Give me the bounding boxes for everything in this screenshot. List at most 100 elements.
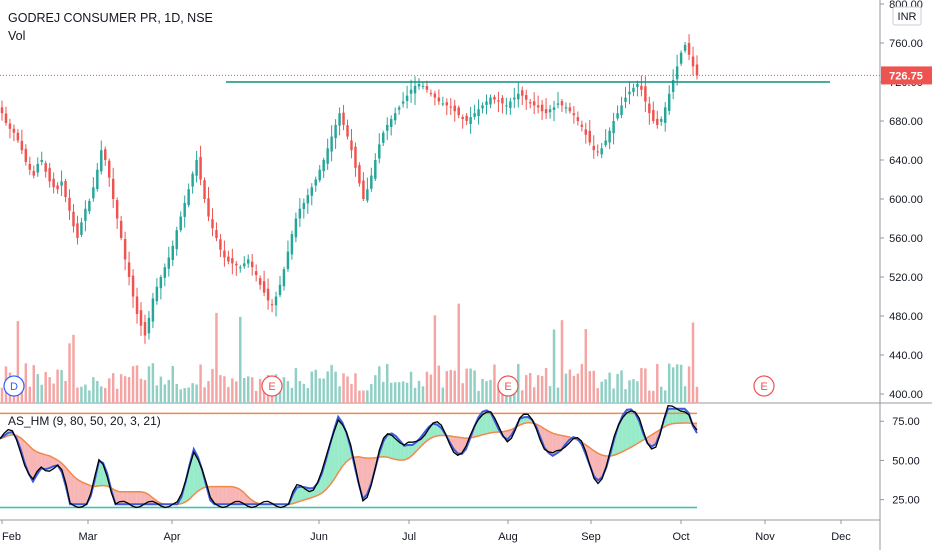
volume-bar xyxy=(513,388,516,403)
candle-body xyxy=(401,101,405,104)
volume-bar xyxy=(358,390,361,403)
candle-body xyxy=(604,140,607,146)
oscillator-axis[interactable]: 25.00 50.00 75.00 xyxy=(880,416,920,507)
candle-body xyxy=(278,284,282,296)
event-marker-circle xyxy=(497,375,519,397)
currency-badge[interactable]: INR xyxy=(892,6,922,26)
candle-body xyxy=(76,223,79,238)
candle-body xyxy=(687,42,691,55)
volume-bar xyxy=(695,386,699,403)
volume-bar xyxy=(465,368,468,403)
volume-bar xyxy=(493,364,496,403)
candle-body xyxy=(294,218,298,238)
candle-body xyxy=(231,258,234,264)
volume-bar xyxy=(32,365,36,403)
volume-bar xyxy=(302,383,306,403)
time-axis[interactable]: Feb Mar Apr Jun Jul Aug Sep Oct Nov Dec xyxy=(0,519,880,543)
price-tick-label: 520.00 xyxy=(889,272,923,284)
volume-bar xyxy=(262,390,266,403)
volume-bar xyxy=(64,380,67,403)
bearish-fill xyxy=(593,450,599,481)
bearish-fill xyxy=(548,431,553,456)
candle-body xyxy=(64,181,67,198)
volume-bar xyxy=(322,378,325,403)
candle-body xyxy=(286,251,290,269)
volume-bar xyxy=(620,370,623,403)
candle-body xyxy=(135,296,139,315)
volume-bar xyxy=(131,366,135,403)
candle-body xyxy=(691,56,695,67)
bearish-fill xyxy=(222,486,227,505)
candle-body xyxy=(576,117,580,121)
volume-bar xyxy=(191,383,194,403)
event-marker[interactable]: E xyxy=(261,375,283,397)
volume-bar xyxy=(111,373,115,403)
volume-bar xyxy=(338,386,341,403)
volume-bar xyxy=(524,375,528,403)
candle-body xyxy=(326,148,329,164)
price-axis[interactable]: 400.00 440.00 480.00 520.00 560.00 600.00 640.… xyxy=(879,0,932,550)
bearish-fill xyxy=(24,441,29,475)
bullish-fill xyxy=(482,410,487,435)
volume-bar xyxy=(417,380,421,403)
event-marker[interactable]: E xyxy=(753,375,775,397)
volume-bar xyxy=(663,390,667,403)
time-tick-label: Feb xyxy=(2,531,21,543)
symbol-title: GODREJ CONSUMER PR, 1D, NSE xyxy=(8,11,213,25)
volume-bar xyxy=(28,386,32,403)
candle-body xyxy=(104,149,107,160)
candle-body xyxy=(389,119,393,128)
volume-bar xyxy=(660,386,663,403)
time-tick-label: Aug xyxy=(498,531,518,543)
time-tick-label: Mar xyxy=(79,531,98,543)
time-tick-label: Apr xyxy=(163,531,180,543)
candle-body xyxy=(40,160,43,162)
time-tick-label: Nov xyxy=(755,531,775,543)
bearish-fill xyxy=(544,428,549,453)
volume-bar xyxy=(139,378,143,403)
volume-bar xyxy=(235,381,238,403)
volume-bar xyxy=(219,375,222,403)
volume-bar xyxy=(334,371,337,403)
price-tick-label: 680.00 xyxy=(889,116,923,128)
bearish-fill xyxy=(503,430,508,440)
volume-bar xyxy=(56,369,59,403)
volume-bar xyxy=(294,368,298,403)
candle-body xyxy=(524,95,528,100)
volume-bar xyxy=(584,329,588,403)
volume-bar xyxy=(104,387,107,403)
candle-body xyxy=(485,101,488,105)
candle-body xyxy=(695,64,699,76)
volume-bar xyxy=(199,364,202,403)
volume-bar xyxy=(40,384,43,403)
candle-body xyxy=(179,216,182,231)
oscillator-pane[interactable] xyxy=(0,405,698,509)
last-price-badge xyxy=(881,66,932,85)
volume-bar xyxy=(231,378,234,403)
volume-bar xyxy=(211,368,214,403)
volume-bar xyxy=(568,369,572,403)
candle-body xyxy=(413,85,417,94)
candle-body xyxy=(147,317,151,334)
osc-tick-label: 75.00 xyxy=(892,416,920,428)
candle-body xyxy=(644,86,647,102)
candle-body xyxy=(477,109,480,117)
candle-body xyxy=(521,90,524,96)
volume-bar xyxy=(16,321,20,403)
volume-bar xyxy=(68,343,71,403)
volume-bar xyxy=(576,373,580,403)
volume-bar xyxy=(481,378,484,403)
volume-bar xyxy=(532,387,536,403)
bearish-fill xyxy=(28,445,33,482)
volume-bar xyxy=(652,390,655,403)
candle-body xyxy=(465,115,468,121)
bullish-fill xyxy=(98,460,104,486)
volume-bar xyxy=(596,388,599,403)
candle-body xyxy=(92,187,95,199)
event-marker[interactable]: D xyxy=(3,375,25,397)
candle-body xyxy=(195,160,198,176)
bearish-fill xyxy=(247,496,252,505)
volume-bar xyxy=(203,387,206,403)
event-marker[interactable]: E xyxy=(497,375,519,397)
